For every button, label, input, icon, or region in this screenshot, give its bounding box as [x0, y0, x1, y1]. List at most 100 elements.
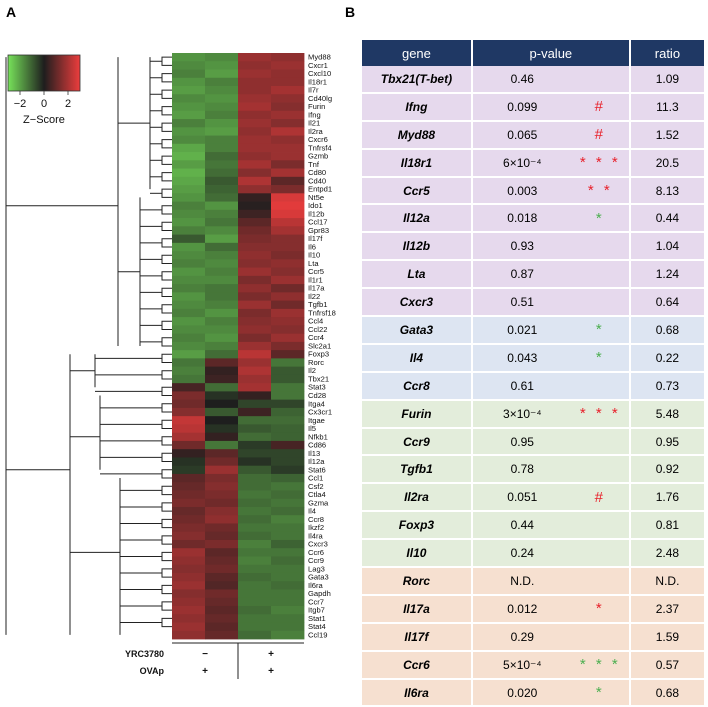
heatmap-cell: [205, 341, 239, 351]
heatmap-cell: [238, 531, 272, 541]
dendrogram-branch: [161, 601, 172, 611]
gene-label: Il4: [308, 507, 316, 516]
table-row: Il17f 0.29 1.59: [362, 622, 704, 652]
gene-label: Il6: [308, 242, 316, 251]
heatmap-cell: [271, 440, 305, 450]
gene-label: Tbx21: [308, 374, 329, 383]
ratio-cell: 2.37: [628, 594, 704, 624]
heatmap-cell: [238, 556, 272, 566]
heatmap-cell: [172, 251, 206, 260]
heatmap-cell: [238, 308, 272, 318]
heatmap-cell: [205, 119, 239, 128]
heatmap-cell: [172, 572, 206, 582]
heatmap-cell: [172, 317, 206, 326]
heatmap-cell: [205, 424, 239, 434]
heatmap-cell: [238, 523, 272, 533]
significance-cell: *: [571, 343, 630, 373]
heatmap-cell: [238, 498, 272, 508]
heatmap-cell: [271, 201, 305, 211]
gene-label: Cxcl10: [308, 69, 331, 78]
heatmap-cell: [172, 77, 206, 87]
gene-label: Il22: [308, 292, 320, 301]
heatmap-cell: [172, 218, 206, 227]
heatmap-cell: [205, 300, 239, 310]
heatmap-cell: [238, 515, 272, 524]
heatmap-cell: [238, 416, 272, 425]
heatmap-cell: [271, 135, 305, 145]
heatmap-cell: [271, 193, 305, 202]
heatmap-cell: [271, 176, 305, 186]
dendrogram-branch: [161, 320, 172, 330]
ratio-cell: 0.95: [628, 427, 704, 457]
heatmap-cell: [172, 143, 206, 153]
heatmap-cell: [172, 341, 206, 351]
heatmap-cell: [238, 284, 272, 293]
heatmap-cell: [205, 366, 239, 376]
heatmap-cell: [172, 234, 206, 244]
dendrogram-branch: [161, 155, 172, 165]
heatmap-cell: [238, 226, 272, 235]
gene: Il2ra: [362, 483, 472, 513]
heatmap-cell: [205, 234, 239, 244]
gene-label: Tnf: [308, 160, 320, 169]
heatmap-cell: [271, 531, 305, 541]
significance-cell: * * *: [571, 399, 630, 429]
gene-label: Cx3cr1: [308, 408, 332, 417]
gene: Foxp3: [362, 511, 472, 541]
heatmap-cell: [271, 209, 305, 219]
p-value-cell: 0.012: [470, 594, 572, 624]
gene-label: Il10: [308, 251, 320, 260]
heatmap-cell: [205, 193, 239, 202]
heatmap-cell: [271, 457, 305, 467]
table-row: Ccr8 0.61 0.73: [362, 371, 704, 401]
gene-label: Gzmb: [308, 152, 328, 161]
significance-cell: [571, 539, 630, 569]
dendrogram-branch: [161, 485, 172, 496]
heatmap-cell: [172, 333, 206, 343]
heatmap-cell: [205, 440, 239, 450]
heatmap-cell: [172, 209, 206, 219]
heatmap-cell: [238, 317, 272, 326]
ratio-cell: N.D.: [628, 567, 704, 596]
heatmap-cell: [172, 515, 206, 524]
significance-cell: [571, 622, 630, 652]
heatmap-cell: [271, 482, 305, 491]
table-row: Tgfb1 0.78 0.92: [362, 455, 704, 485]
p-value-cell: 0.099: [470, 92, 572, 122]
heatmap-cell: [205, 589, 239, 599]
heatmap-cell: [172, 498, 206, 508]
gene-label: Ccl4: [308, 317, 323, 326]
heatmap-cell: [238, 482, 272, 491]
dendrogram-branch: [161, 617, 172, 628]
heatmap-cell: [271, 539, 305, 549]
heatmap-cell: [271, 94, 305, 103]
table-row: Ifng 0.099 #11.3: [362, 92, 704, 122]
heatmap-cell: [238, 597, 272, 607]
table-row: Il12b 0.93 1.04: [362, 232, 704, 262]
heatmap-cell: [205, 407, 239, 417]
colorkey-tick-label: −2: [14, 98, 27, 110]
condition-label: OVAp: [140, 666, 165, 676]
heatmap-cell: [238, 589, 272, 599]
dendrogram-branch: [161, 370, 172, 380]
heatmap-cell: [172, 267, 206, 277]
heatmap-cell: [271, 119, 305, 128]
gene: Gata3: [362, 316, 472, 345]
heatmap-cell: [205, 490, 239, 500]
heatmap-cell: [271, 515, 305, 524]
heatmap-cell: [172, 597, 206, 607]
heatmap-cell: [271, 465, 305, 475]
heatmap-cell: [205, 185, 239, 194]
heatmap-cell: [172, 110, 206, 120]
heatmap-cell: [238, 168, 272, 178]
heatmap-cell: [238, 581, 272, 590]
heatmap-cell: [271, 556, 305, 566]
gene-label: Il13: [308, 449, 320, 458]
heatmap-cell: [172, 523, 206, 533]
condition-value: +: [268, 649, 274, 660]
dendrogram-branch: [161, 502, 172, 512]
heatmap-cell: [238, 242, 272, 252]
gene-label: Il17f: [308, 234, 323, 243]
heatmap-cell: [271, 325, 305, 335]
heatmap-cell: [205, 597, 239, 607]
